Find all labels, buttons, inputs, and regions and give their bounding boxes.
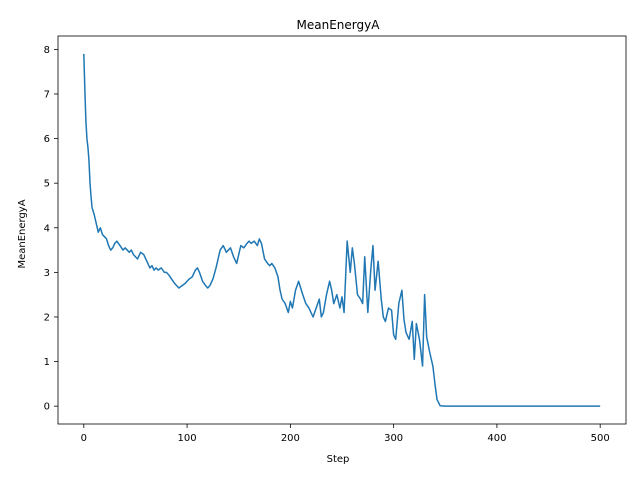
y-tick-label: 3 <box>44 268 50 279</box>
y-axis-label: MeanEnergyA <box>17 199 28 268</box>
x-tick-label: 300 <box>384 433 403 444</box>
plot-area: 0 100 200 300 400 500 0 1 2 3 4 5 6 7 8 <box>44 35 627 444</box>
x-axis-label: Step <box>327 454 350 465</box>
y-tick-label: 6 <box>44 134 50 145</box>
x-tick-label: 500 <box>591 433 610 444</box>
y-tick-label: 2 <box>44 312 50 323</box>
x-tick-label: 400 <box>487 433 506 444</box>
x-tick-label: 0 <box>81 433 87 444</box>
y-tick-label: 1 <box>44 357 50 368</box>
y-tick-label: 8 <box>44 45 50 56</box>
series-line <box>83 53 601 407</box>
y-tick-label: 7 <box>44 89 50 100</box>
axes-frame <box>57 35 627 425</box>
y-tick-label: 0 <box>44 402 50 413</box>
chart-title: MeanEnergyA <box>297 18 381 32</box>
y-tick-label: 4 <box>44 223 50 234</box>
y-tick-label: 5 <box>44 179 50 190</box>
x-tick-label: 200 <box>281 433 300 444</box>
x-tick-label: 100 <box>178 433 197 444</box>
